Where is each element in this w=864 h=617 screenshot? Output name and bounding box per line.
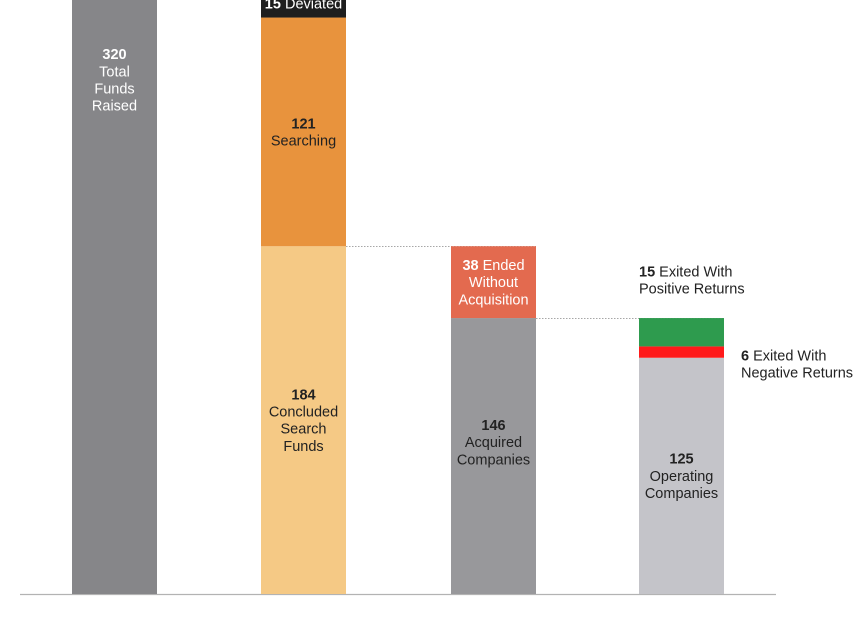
- segment-total-label-line: Raised: [92, 99, 137, 115]
- callout-negative-label-line: Negative Returns: [741, 366, 853, 382]
- segment-concluded-label-line: Search: [281, 422, 327, 438]
- segment-operating-label: 125 Operating Companies: [645, 452, 718, 502]
- callout-positive-value: 15: [639, 264, 655, 280]
- segment-operating-label-line: Companies: [645, 486, 718, 502]
- bar-segment-operating: [639, 357, 724, 594]
- segment-deviated-label: 15 Deviated: [265, 0, 342, 12]
- segment-ended-label: 38 Ended Without Acquisition: [458, 258, 528, 308]
- bar-group-1: [72, 0, 157, 594]
- segment-deviated-label-text: Deviated: [281, 0, 342, 12]
- segment-total-label-line: Total: [99, 64, 130, 80]
- segment-searching-label: 121 Searching: [271, 116, 336, 149]
- bar-segment-total: [72, 0, 157, 594]
- bar-group-4: [639, 318, 724, 594]
- segment-searching-label-line: Searching: [271, 133, 336, 149]
- segment-concluded-label-line: Funds: [283, 439, 323, 455]
- bar-segment-acquired: [451, 318, 536, 594]
- segment-operating-label-line: Operating: [650, 469, 714, 485]
- segment-ended-label-text: Ended: [479, 258, 525, 274]
- segment-acquired-label-line: Acquired: [465, 435, 522, 451]
- callout-negative-label-text: Exited With: [749, 348, 826, 364]
- bar-segment-negative: [639, 346, 724, 358]
- segment-total-value: 320: [102, 47, 126, 63]
- bar-segment-ended: [451, 246, 536, 319]
- callout-positive-label: 15 Exited With Positive Returns: [639, 264, 745, 297]
- callout-positive-label-line: Positive Returns: [639, 282, 745, 298]
- callout-negative-label: 6 Exited With Negative Returns: [741, 348, 853, 381]
- segment-operating-value: 125: [669, 452, 693, 468]
- bar-group-3: [451, 246, 536, 594]
- segment-searching-value: 121: [291, 116, 315, 132]
- segment-acquired-label-line: Companies: [457, 452, 530, 468]
- segment-deviated-value: 15: [265, 0, 281, 12]
- callout-negative-value: 6: [741, 348, 749, 364]
- segment-ended-value: 38: [462, 258, 478, 274]
- segment-ended-label-line: Without: [469, 275, 518, 291]
- segment-acquired-value: 146: [481, 418, 505, 434]
- segment-total-label-line: Funds: [94, 82, 134, 98]
- segment-total-label: 320 Total Funds Raised: [92, 47, 137, 115]
- segment-concluded-value: 184: [291, 387, 315, 403]
- bar-group-2: [261, 0, 346, 595]
- bar-segment-positive: [639, 318, 724, 347]
- segment-acquired-label: 146 Acquired Companies: [457, 418, 530, 468]
- segment-concluded-label: 184 Concluded Search Funds: [269, 387, 338, 455]
- segment-ended-label-line: Acquisition: [458, 292, 528, 308]
- bar-segment-deviated: [261, 0, 346, 18]
- bar-segment-concluded: [261, 246, 346, 595]
- segment-concluded-label-line: Concluded: [269, 405, 338, 421]
- callout-positive-label-text: Exited With: [655, 264, 732, 280]
- bar-segment-searching: [261, 17, 346, 247]
